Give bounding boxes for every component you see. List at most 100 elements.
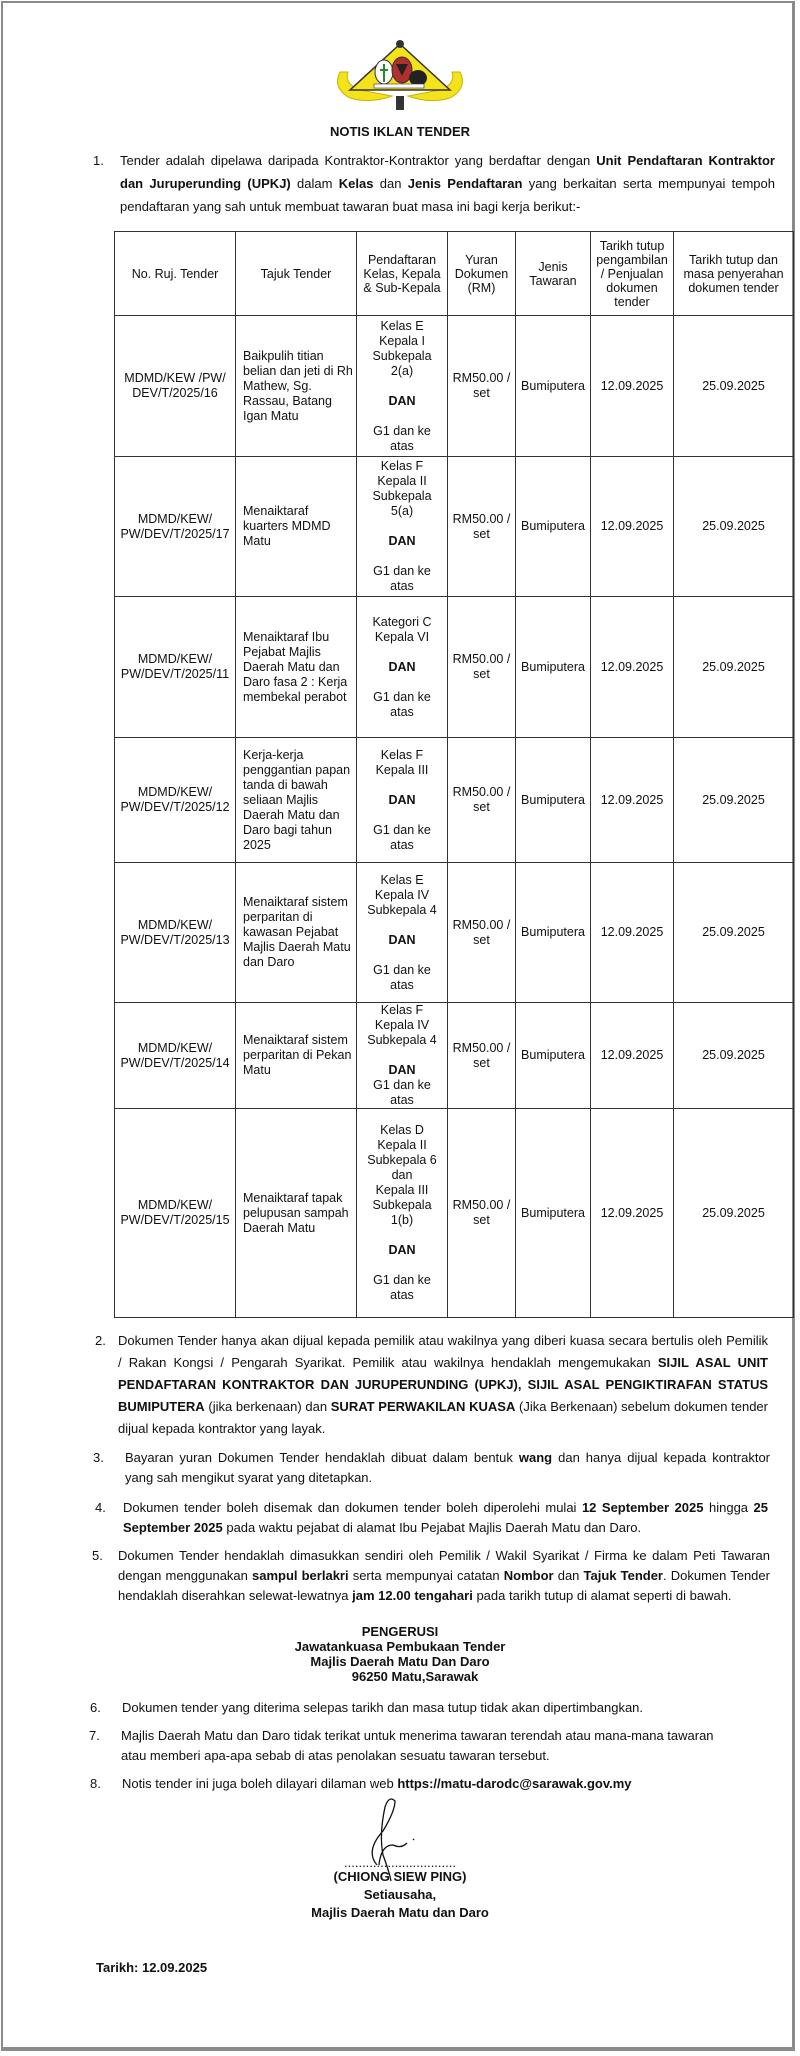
registration-cell: Kelas F Kepala III DAN G1 dan ke atas [356, 737, 448, 863]
registration-line: Kepala II [377, 474, 427, 488]
paragraph-6-number: 6. [90, 1700, 101, 1715]
address-line-3: Majlis Daerah Matu Dan Daro [310, 1654, 490, 1669]
bold-text: wang [518, 1450, 553, 1465]
tender-title-cell: Kerja-kerja penggantian papan tanda di b… [235, 737, 357, 863]
registration-line [360, 918, 444, 933]
registration-cell: Kelas F Kepala II Subkepala 5(a) DAN G1 da… [356, 456, 448, 597]
bold-text: 25 September 2025 [123, 1500, 768, 1535]
registration-line: Subkepala 6 [367, 1153, 437, 1167]
fee-cell: RM50.00 / set [447, 315, 516, 457]
paragraph-6: Dokumen tender yang diterima selepas tar… [122, 1698, 772, 1718]
text: pada waktu pejabat di alamat Ibu Pejabat… [222, 1520, 642, 1535]
paragraph-7-block: 7. Majlis Daerah Matu dan Daro tidak ter… [89, 1726, 721, 1766]
registration-line: Subkepala 5(a) [372, 489, 432, 518]
registration-line [360, 1228, 444, 1243]
document-body: No. Ruj. Tender Tajuk Tender Pendaftaran K… [0, 231, 800, 1794]
registration-cell: Kategori C Kepala VI DAN G1 dan ke atas [356, 596, 448, 738]
paragraph-3: Bayaran yuran Dokumen Tender hendaklah d… [125, 1448, 770, 1488]
submission-close-date-cell: 25.09.2025 [673, 315, 794, 457]
registration-line: DAN [388, 792, 416, 807]
tender-title-cell: Menaiktaraf sistem perparitan di kawasan… [235, 862, 357, 1003]
registration-line [360, 675, 444, 690]
column-header: Tarikh tutup dan masa penyerahan dokumen… [673, 231, 794, 316]
fee-cell: RM50.00 / set [447, 456, 516, 597]
registration-line [360, 1258, 444, 1273]
registration-cell: Kelas F Kepala IV Subkepala 4 DAN G1 dan ke… [356, 1002, 448, 1109]
tender-ref-cell: MDMD/KEW/ PW/DEV/T/2025/13 [114, 862, 236, 1003]
tender-ref-cell: MDMD/KEW/ PW/DEV/T/2025/15 [114, 1108, 236, 1318]
council-crest-logo [337, 40, 463, 110]
submission-close-date-cell: 25.09.2025 [673, 456, 794, 597]
submission-close-date-cell: 25.09.2025 [673, 1002, 794, 1109]
registration-line: Subkepala 1(b) [372, 1198, 432, 1227]
paragraph-1: Tender adalah dipelawa daripada Kontrakt… [120, 149, 775, 218]
paragraph-8-number: 8. [90, 1776, 101, 1791]
registration-line [360, 519, 444, 534]
page-title: NOTIS IKLAN TENDER [329, 124, 471, 139]
offer-type-cell: Bumiputera [515, 596, 591, 738]
bold-text: Unit Pendaftaran Kontraktor dan Juruperu… [120, 153, 775, 191]
table-row: MDMD/KEW/ PW/DEV/T/2025/12 Kerja-kerja pe… [114, 737, 794, 863]
offer-type-cell: Bumiputera [515, 737, 591, 863]
tender-ref-cell: MDMD/KEW/ PW/DEV/T/2025/12 [114, 737, 236, 863]
bold-text: SURAT PERWAKILAN KUASA [330, 1399, 516, 1414]
registration-line: G1 dan ke atas [373, 962, 431, 992]
submission-close-date-cell: 25.09.2025 [673, 737, 794, 863]
registration-line: G1 dan ke atas [373, 564, 431, 593]
registration-line: Subkepala 2(a) [372, 348, 432, 378]
registration-line: Kategori C [372, 614, 432, 629]
bold-text: Kelas [338, 176, 374, 191]
address-line-2: Jawatankuasa Pembukaan Tender [294, 1639, 506, 1654]
text: dan [553, 1568, 584, 1583]
text: (Jika Berkenaan) sebelum dokumen tender … [118, 1399, 768, 1436]
registration-line: DAN [388, 1063, 416, 1077]
tender-table: No. Ruj. Tender Tajuk Tender Pendaftaran K… [114, 231, 794, 1318]
tender-title-cell: Menaiktaraf Ibu Pejabat Majlis Daerah Ma… [235, 596, 357, 738]
text: Majlis Daerah Matu dan Daro tidak terika… [121, 1728, 714, 1763]
bold-text: Jenis Pendaftaran [407, 176, 523, 191]
submission-close-date-cell: 25.09.2025 [673, 1108, 794, 1318]
table-row: MDMD/KEW/ PW/DEV/T/2025/11 Menaiktaraf Ib… [114, 596, 794, 738]
text: yang berkaitan serta mempunyai tempoh pe… [120, 176, 775, 214]
registration-line [360, 948, 444, 963]
paragraph-4: Dokumen tender boleh disemak dan dokumen… [123, 1498, 768, 1538]
registration-line: DAN [388, 534, 416, 548]
fee-cell: RM50.00 / set [447, 596, 516, 738]
paragraph-8: Notis tender ini juga boleh dilayari dil… [122, 1774, 772, 1794]
text: Dokumen tender boleh disemak dan dokumen… [123, 1500, 582, 1515]
registration-line [360, 549, 444, 564]
registration-line: DAN [388, 1243, 416, 1257]
fee-cell: RM50.00 / set [447, 862, 516, 1003]
registration-line [360, 778, 444, 793]
registration-line: Kepala III [375, 762, 429, 777]
text: Bayaran yuran Dokumen Tender hendaklah d… [125, 1450, 519, 1465]
tender-ref-cell: MDMD/KEW/ PW/DEV/T/2025/17 [114, 456, 236, 597]
column-header: No. Ruj. Tender [114, 231, 236, 316]
registration-line: G1 dan ke atas [373, 689, 431, 719]
registration-line [360, 645, 444, 660]
notice-date: Tarikh: 12.09.2025 [96, 1960, 208, 1975]
text: (jika berkenaan) dan [204, 1399, 331, 1414]
text: Dokumen Tender hanya akan dijual kepada … [118, 1333, 768, 1370]
registration-line: Kepala IV [374, 1018, 430, 1032]
tender-ref-cell: MDMD/KEW/ PW/DEV/T/2025/11 [114, 596, 236, 738]
column-header: Pendaftaran Kelas, Kepala & Sub-Kepala [356, 231, 448, 316]
bold-text: https://matu-darodc@sarawak.gov.my [397, 1776, 632, 1791]
signatory-name: (CHIONG SIEW PING) [333, 1869, 467, 1884]
registration-line: G1 dan ke atas [373, 423, 431, 453]
fee-cell: RM50.00 / set [447, 1002, 516, 1109]
registration-cell: Kelas D Kepala II Subkepala 6 dan Kepala III… [356, 1108, 448, 1318]
registration-line: DAN [388, 932, 416, 947]
paragraph-2-block: 2. Dokumen Tender hanya akan dijual kepa… [95, 1330, 768, 1440]
address-block: PENGERUSI Jawatankuasa Pembukaan Tender … [200, 1624, 600, 1684]
registration-line: Kepala IV [374, 887, 430, 902]
registration-line [360, 409, 444, 424]
offer-type-cell: Bumiputera [515, 456, 591, 597]
text: dan [373, 176, 408, 191]
registration-line: G1 dan ke atas [373, 1078, 431, 1107]
offer-type-cell: Bumiputera [515, 1002, 591, 1109]
table-row: MDMD/KEW /PW/ DEV/T/2025/16 Baikpulih tit… [114, 315, 794, 457]
table-header-row: No. Ruj. Tender Tajuk Tender Pendaftaran K… [114, 231, 794, 316]
paragraph-5-block: 5. Dokumen Tender hendaklah dimasukkan s… [92, 1546, 770, 1606]
sale-close-date-cell: 12.09.2025 [590, 315, 674, 457]
